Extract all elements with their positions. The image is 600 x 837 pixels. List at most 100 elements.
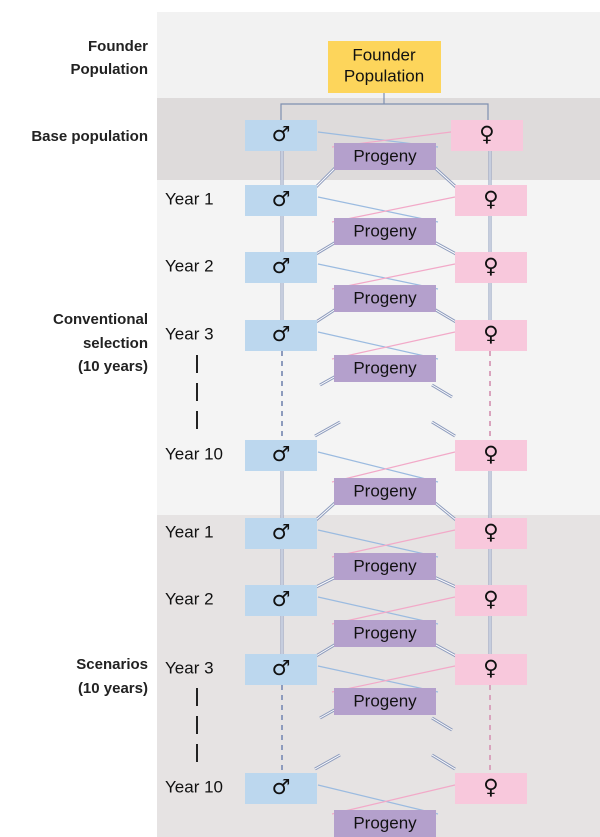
section-label: selection — [83, 335, 148, 352]
male-symbol: ♂ — [272, 656, 291, 680]
progeny-text: Progeny — [353, 146, 417, 165]
arrow — [315, 308, 337, 323]
progeny-box — [334, 688, 436, 715]
arrow — [433, 241, 457, 255]
male-symbol: ♂ — [272, 775, 291, 799]
founder-text: Population — [344, 66, 424, 85]
section-label: Scenarios — [76, 656, 148, 673]
year-label: Year 3 — [165, 324, 214, 343]
male-symbol: ♂ — [272, 187, 291, 211]
female-symbol: ♀ — [483, 322, 498, 346]
male-symbol: ♂ — [272, 322, 291, 346]
arrow — [314, 754, 341, 770]
cross-line — [317, 529, 439, 558]
female-box — [455, 185, 527, 216]
progeny-box — [334, 553, 436, 580]
arrow — [433, 166, 457, 188]
year-label: Year 1 — [165, 189, 214, 208]
arrow — [315, 576, 337, 588]
progeny-text: Progeny — [353, 691, 417, 710]
section-label: (10 years) — [78, 358, 148, 375]
progeny-box — [334, 143, 436, 170]
female-symbol: ♀ — [483, 442, 498, 466]
cross-line — [331, 784, 456, 815]
female-box — [455, 440, 527, 471]
male-symbol: ♂ — [272, 520, 291, 544]
male-box — [245, 518, 317, 549]
male-symbol: ♂ — [272, 122, 291, 146]
male-box — [245, 585, 317, 616]
female-box — [455, 654, 527, 685]
cross-line — [317, 451, 439, 483]
female-box — [451, 120, 523, 151]
male-box — [245, 320, 317, 351]
cross-line — [331, 596, 456, 625]
male-symbol: ♂ — [272, 587, 291, 611]
founder-box — [328, 41, 441, 93]
year-label: Year 2 — [165, 256, 214, 275]
arrow — [431, 384, 453, 398]
progeny-text: Progeny — [353, 288, 417, 307]
section-label: Population — [71, 61, 149, 78]
arrow — [315, 643, 337, 657]
progeny-box — [334, 355, 436, 382]
progeny-box — [334, 218, 436, 245]
cross-line — [331, 529, 456, 558]
arrow — [431, 754, 456, 770]
arrow — [431, 717, 453, 731]
section-label: Base population — [31, 128, 148, 145]
arrow — [433, 308, 457, 323]
cross-line — [331, 196, 456, 223]
cross-line — [331, 263, 456, 290]
cross-line — [317, 331, 439, 360]
male-box — [245, 654, 317, 685]
male-box — [245, 252, 317, 283]
progeny-box — [334, 810, 436, 837]
year-label: Year 3 — [165, 658, 214, 677]
cross-line — [331, 331, 456, 360]
arrow — [314, 421, 341, 437]
female-symbol: ♀ — [479, 122, 494, 146]
progeny-box — [334, 478, 436, 505]
progeny-text: Progeny — [353, 623, 417, 642]
year-label: Year 10 — [165, 777, 223, 796]
female-box — [455, 518, 527, 549]
female-symbol: ♀ — [483, 775, 498, 799]
female-symbol: ♀ — [483, 254, 498, 278]
progeny-box — [334, 285, 436, 312]
arrow — [433, 576, 457, 588]
founder-connector — [280, 93, 489, 120]
year-label: Year 10 — [165, 444, 223, 463]
year-label: Year 2 — [165, 589, 214, 608]
arrow — [433, 643, 457, 657]
cross-line — [317, 784, 439, 815]
female-symbol: ♀ — [483, 187, 498, 211]
cross-line — [317, 263, 439, 290]
male-box — [245, 440, 317, 471]
female-symbol: ♀ — [483, 520, 498, 544]
female-box — [455, 320, 527, 351]
cross-line — [317, 196, 439, 223]
cross-line — [317, 665, 439, 693]
section-label: Conventional — [53, 311, 148, 328]
arrow — [315, 166, 337, 188]
section-label: Founder — [88, 38, 148, 55]
arrow — [315, 241, 337, 255]
arrow — [431, 421, 456, 437]
female-box — [455, 773, 527, 804]
founder-text: Founder — [352, 45, 416, 64]
male-box — [245, 120, 317, 151]
progeny-text: Progeny — [353, 556, 417, 575]
male-box — [245, 773, 317, 804]
progeny-box — [334, 620, 436, 647]
cross-line — [317, 596, 439, 625]
female-box — [455, 252, 527, 283]
female-symbol: ♀ — [483, 587, 498, 611]
progeny-text: Progeny — [353, 813, 417, 832]
male-box — [245, 185, 317, 216]
progeny-text: Progeny — [353, 358, 417, 377]
progeny-text: Progeny — [353, 221, 417, 240]
progeny-text: Progeny — [353, 481, 417, 500]
year-label: Year 1 — [165, 522, 214, 541]
